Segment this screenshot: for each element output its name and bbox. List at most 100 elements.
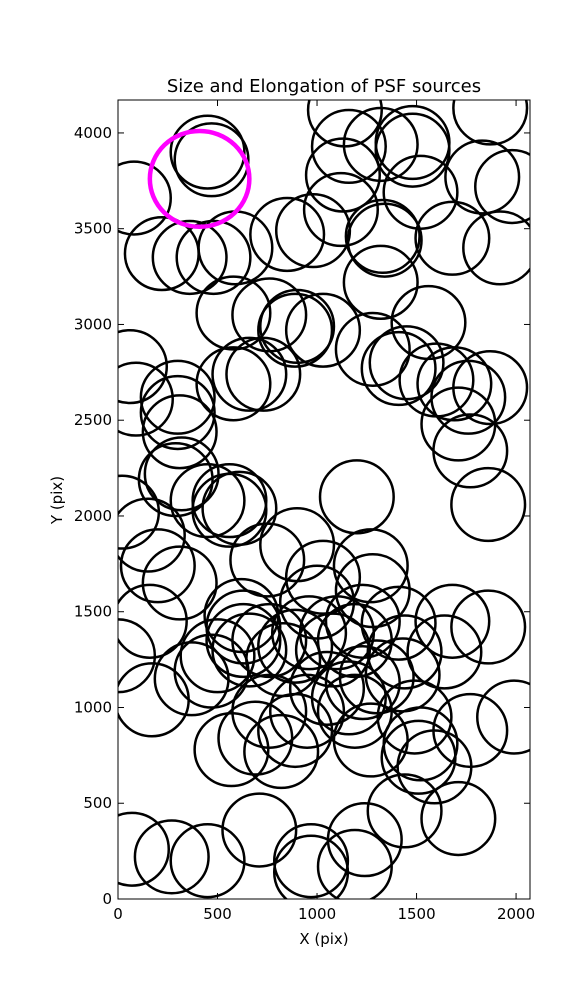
psf-source [310,660,387,736]
psf-source [366,614,443,690]
x-tick-label: 2000 [497,905,535,923]
highlight-source [147,128,252,230]
psf-source [205,602,282,679]
psf-source [344,198,421,274]
x-tick-label: 0 [113,905,123,923]
y-tick-label: 2000 [74,507,112,525]
plot-area [118,100,530,899]
psf-source [414,583,491,659]
y-tick-label: 4000 [74,124,112,142]
psf-source [133,819,210,895]
psf-source [476,679,530,755]
psf-source [259,507,336,583]
y-tick-label: 1500 [74,603,112,621]
psf-source [346,202,423,278]
psf-source [376,679,453,755]
psf-source [225,336,302,412]
psf-source [316,828,393,899]
y-axis-label: Y (pix) [48,476,66,525]
psf-source [137,441,214,518]
psf-source [310,108,387,184]
psf-source [118,811,170,887]
psf-source [380,719,457,795]
psf-source [217,700,294,776]
psf-source [420,780,497,857]
psf-source [324,583,401,659]
psf-source [151,219,228,296]
y-tick-label: 3500 [74,220,112,238]
psf-source [269,673,346,749]
psf-source [360,330,437,407]
psf-source [119,528,196,604]
psf-source [432,413,509,489]
psf-source [123,215,200,292]
y-tick-label: 3000 [74,315,112,333]
psf-source [118,583,188,659]
psf-source [374,104,451,181]
psf-source [382,706,459,782]
y-tick-label: 2500 [74,411,112,429]
psf-source [306,100,383,148]
psf-source [284,539,362,615]
psf-source [432,692,509,769]
psf-source [139,374,216,451]
psf-source [153,641,230,717]
psf-source [360,585,437,661]
psf-source [118,497,186,573]
psf-source [271,595,348,671]
psf-source [366,773,443,849]
psf-source [272,823,350,899]
psf-source [221,792,298,868]
psf-source [195,346,272,422]
psf-source [141,394,218,470]
psf-source [452,100,529,146]
psf-source [368,325,445,401]
psf-source [416,346,493,422]
psf-source [450,589,527,665]
psf-source [430,359,507,435]
psf-source [118,361,174,437]
psf-source [324,644,401,721]
psf-source [141,545,218,621]
psf-source [318,459,395,535]
psf-source [229,522,306,598]
psf-source [284,292,362,368]
psf-source [332,528,409,604]
x-tick-label: 1500 [397,905,435,923]
x-tick-label: 500 [203,905,232,923]
psf-source [118,618,157,694]
psf-source [414,200,491,276]
psf-source [257,292,334,368]
psf-source [406,614,483,690]
psf-source [169,463,246,539]
y-tick-label: 1000 [74,698,112,716]
psf-source [195,275,272,351]
psf-source [288,650,366,726]
psf-source [143,436,220,512]
y-tick-label: 500 [83,794,112,812]
psf-source [334,311,411,387]
psf-source [118,474,161,550]
psf-source [342,244,419,320]
chart-title: Size and Elongation of PSF sources [167,76,481,97]
psf-source [118,662,190,738]
psf-source [302,171,379,248]
psf-source [169,823,246,899]
psf-source [374,112,451,188]
x-tick-label: 1000 [298,905,336,923]
psf-source [139,359,216,435]
psf-source [197,210,274,286]
psf-source [169,114,246,190]
psf-source [462,210,530,286]
psf-source [175,219,252,296]
psf-source [332,702,409,778]
psf-source [444,139,521,215]
psf-source [474,148,530,225]
psf-source [326,801,403,878]
psf-source [118,328,169,405]
psf-source [304,137,381,213]
psf-source [173,122,250,198]
psf-source [201,470,278,546]
psf-source [211,336,288,412]
